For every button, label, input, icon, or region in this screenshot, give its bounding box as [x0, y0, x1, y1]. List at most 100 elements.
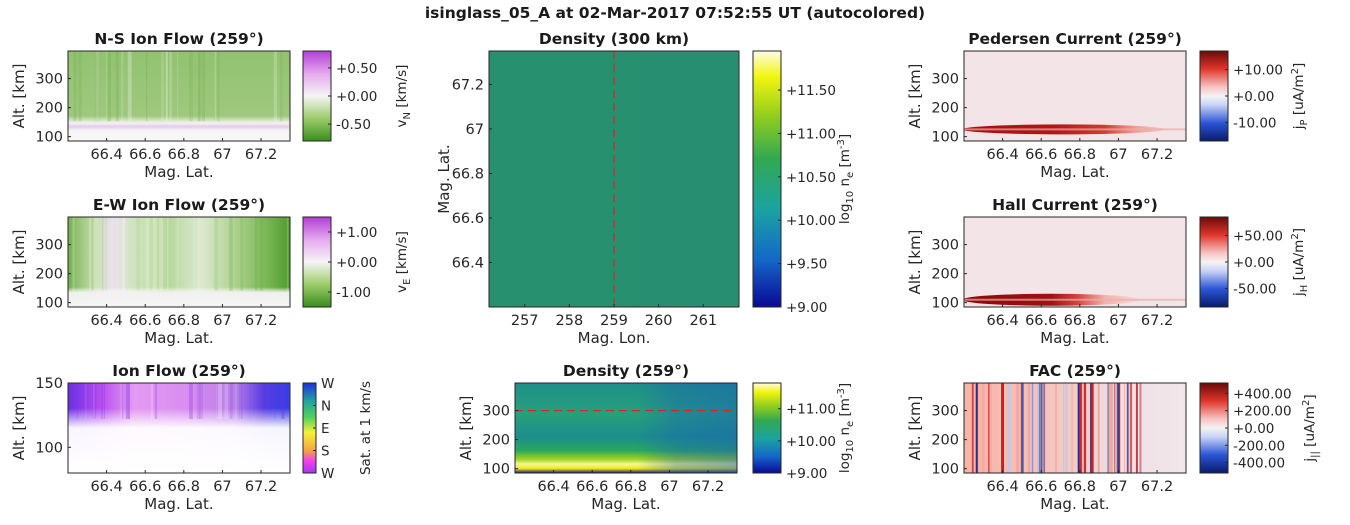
fac-stripe	[1092, 383, 1094, 473]
fac-stripe	[1065, 383, 1068, 473]
density-259-ytick-label: 300	[482, 404, 510, 420]
ion-flow-xtick-label: 67.2	[245, 479, 277, 495]
fac-stripe	[1135, 383, 1138, 473]
ion-flow-colorbar-label: Sat. at 1 km/s	[358, 381, 374, 475]
hall-current-colorbar-tick-label: -50.00	[1233, 281, 1277, 297]
density-300km-xtick-label: 260	[645, 313, 673, 329]
ion-flow-streak	[189, 383, 193, 419]
ew-ion-flow-streak	[240, 217, 243, 291]
ion-flow-streak	[229, 383, 233, 419]
hall-current-colorbar-tick-label: +0.00	[1233, 255, 1274, 271]
density-300km-ylabel: Mag. Lat.	[435, 144, 453, 213]
ns-ion-flow-streak	[273, 51, 278, 122]
ns-ion-flow-streak	[213, 51, 217, 122]
density-300km-ytick-label: 66.6	[452, 211, 484, 227]
ew-ion-flow-field	[68, 217, 290, 307]
density-259-ytick-label: 200	[482, 433, 510, 449]
ns-ion-flow-streak	[280, 51, 283, 122]
ew-ion-flow-xlabel: Mag. Lat.	[144, 329, 213, 347]
fac-stripe	[1037, 383, 1040, 473]
ns-ion-flow-streak	[161, 51, 165, 122]
ew-ion-flow-streak	[260, 217, 263, 291]
ns-ion-flow-ytick-label: 300	[35, 72, 63, 88]
hall-current-ylabel: Alt. [km]	[906, 230, 924, 295]
pedersen-current-xlabel: Mag. Lat.	[1040, 163, 1109, 181]
ew-ion-flow-streak	[102, 217, 104, 291]
ew-ion-flow-xtick-label: 67.2	[245, 313, 277, 329]
hall-current-ytick-label: 100	[931, 296, 959, 312]
ion-flow-streak	[281, 383, 284, 419]
density-300km-colorbar-tick-label: +9.50	[786, 257, 827, 273]
fac-stripe	[1015, 383, 1019, 473]
ns-ion-flow-streak	[189, 51, 191, 122]
ion-flow-streak	[122, 383, 124, 419]
figure-title: isinglass_05_A at 02-Mar-2017 07:52:55 U…	[425, 4, 925, 22]
fac-stripe	[1114, 383, 1117, 473]
ion-flow-xlabel: Mag. Lat.	[144, 495, 213, 513]
ion-flow-xtick-label: 66.8	[168, 479, 200, 495]
pedersen-current-field	[964, 51, 1186, 141]
ns-ion-flow-field-bg	[68, 51, 290, 141]
fac-ylabel: Alt. [km]	[906, 396, 924, 461]
pedersen-current-xtick-label: 66.8	[1064, 147, 1096, 163]
ion-flow-streak	[199, 383, 203, 419]
density-259-ytick-label: 100	[482, 462, 510, 478]
ns-ion-flow-streak	[105, 51, 109, 122]
ns-ion-flow-colorbar-tick-label: +0.00	[336, 89, 377, 105]
hall-current-xtick-label: 66.4	[986, 313, 1018, 329]
fac-stripe	[1080, 383, 1082, 473]
ion-flow-streak	[237, 383, 240, 419]
ion-flow-colorbar-tick-label: W	[321, 376, 334, 392]
ns-ion-flow-xtick-label: 66.4	[90, 147, 122, 163]
ion-flow-colorbar-tick-label: E	[321, 421, 330, 437]
hall-current-xlabel: Mag. Lat.	[1040, 329, 1109, 347]
fac-stripe	[1027, 383, 1031, 473]
ns-ion-flow-colorbar-tick-label: -0.50	[336, 117, 371, 133]
ns-ion-flow-streak	[201, 51, 206, 122]
fac-xtick-label: 66.6	[1025, 479, 1057, 495]
ew-ion-flow-title: E-W Ion Flow (259°)	[93, 196, 265, 214]
fac-xtick-label: 67.2	[1141, 479, 1173, 495]
hall-current-ytick-label: 300	[931, 238, 959, 254]
ns-ion-flow-streak	[120, 51, 124, 122]
ew-ion-flow-streak	[145, 217, 150, 291]
ion-flow-streak	[274, 383, 276, 419]
ion-flow-xtick-label: 66.6	[129, 479, 161, 495]
density-259-xtick-label: 66.8	[615, 479, 647, 495]
pedersen-current-title: Pedersen Current (259°)	[968, 30, 1182, 48]
fac-colorbar-tick-label: +400.00	[1233, 386, 1292, 402]
ion-flow-streak	[100, 383, 103, 419]
fac-title: FAC (259°)	[1029, 362, 1121, 380]
ew-ion-flow-colorbar-tick-label: +0.00	[336, 255, 377, 271]
pedersen-current-colorbar-tick-label: +0.00	[1233, 89, 1274, 105]
ns-ion-flow-streak	[94, 51, 99, 122]
ion-flow-streak	[248, 383, 251, 419]
ns-ion-flow-ylabel: Alt. [km]	[10, 64, 28, 129]
fac-stripe	[1090, 383, 1092, 473]
pedersen-current-colorbar-tick-label: -10.00	[1233, 115, 1277, 131]
ion-flow-streak	[127, 383, 130, 419]
density-259-colorbar-tick-label: +10.00	[786, 434, 836, 450]
ion-flow-streak	[240, 383, 243, 419]
fac-ytick-label: 100	[931, 462, 959, 478]
ew-ion-flow-ytick-label: 100	[35, 296, 63, 312]
ew-ion-flow-streak	[72, 217, 75, 291]
density-300km-field	[489, 51, 739, 307]
density-300km-colorbar-label: log10 ne [m-3]	[836, 134, 856, 224]
ew-ion-flow-streak	[255, 217, 258, 291]
ns-ion-flow-streak	[191, 51, 194, 122]
ion-flow-field	[68, 383, 290, 473]
ew-ion-flow-streak	[193, 217, 195, 291]
fac-stripe	[1123, 383, 1126, 473]
ns-ion-flow-streak	[128, 51, 132, 122]
density-259-ylabel: Alt. [km]	[457, 396, 475, 461]
ion-flow-streak	[120, 383, 124, 419]
pedersen-current-ytick-label: 200	[931, 101, 959, 117]
fac-stripe	[1030, 383, 1033, 473]
ns-ion-flow-xlabel: Mag. Lat.	[144, 163, 213, 181]
hall-current-title: Hall Current (259°)	[992, 196, 1158, 214]
ns-ion-flow-streak	[107, 51, 111, 122]
fac-xtick-label: 66.4	[986, 479, 1018, 495]
ew-ion-flow-streak	[117, 217, 119, 291]
